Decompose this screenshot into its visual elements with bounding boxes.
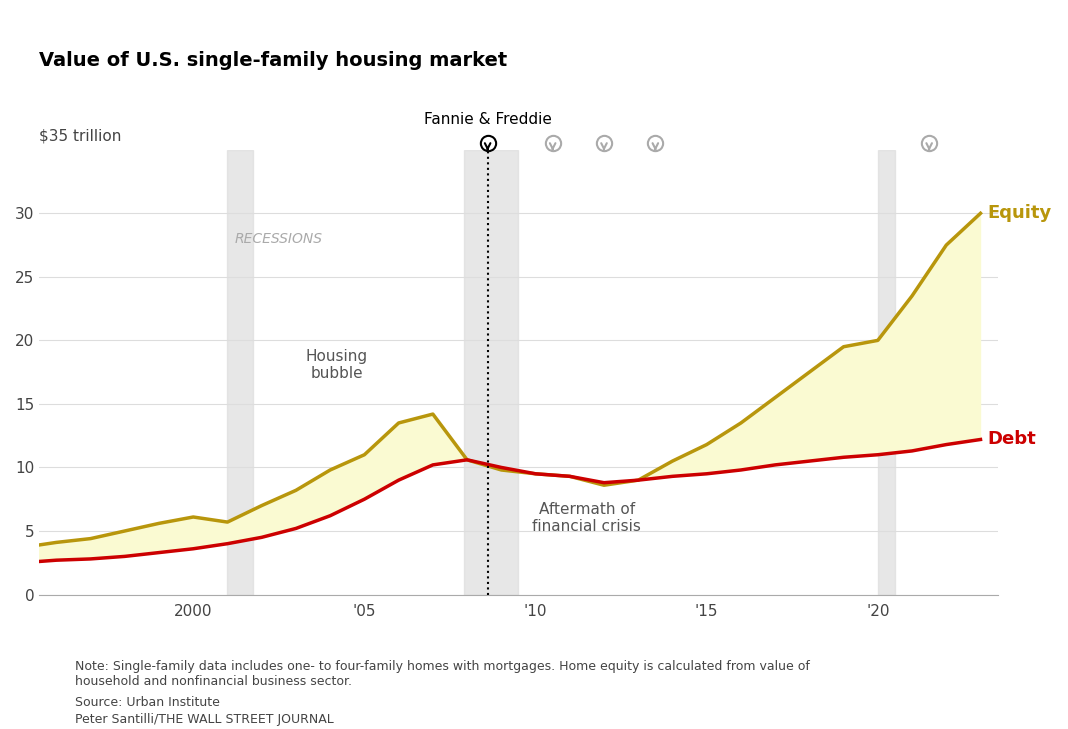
Text: Source: Urban Institute: Source: Urban Institute <box>75 696 220 709</box>
Text: Equity: Equity <box>987 204 1052 222</box>
Text: Peter Santilli/THE WALL STREET JOURNAL: Peter Santilli/THE WALL STREET JOURNAL <box>75 713 333 726</box>
Text: Housing
bubble: Housing bubble <box>305 348 368 381</box>
Bar <box>464 149 518 595</box>
Text: Aftermath of
financial crisis: Aftermath of financial crisis <box>533 502 641 534</box>
Bar <box>227 149 253 595</box>
Bar <box>878 149 895 595</box>
Text: $35 trillion: $35 trillion <box>40 128 122 144</box>
Text: RECESSIONS: RECESSIONS <box>235 232 323 246</box>
Text: Note: Single-family data includes one- to four-family homes with mortgages. Home: Note: Single-family data includes one- t… <box>75 660 810 687</box>
Text: Value of U.S. single-family housing market: Value of U.S. single-family housing mark… <box>40 52 507 71</box>
Text: Debt: Debt <box>987 431 1036 448</box>
Text: Fannie & Freddie: Fannie & Freddie <box>424 112 551 127</box>
